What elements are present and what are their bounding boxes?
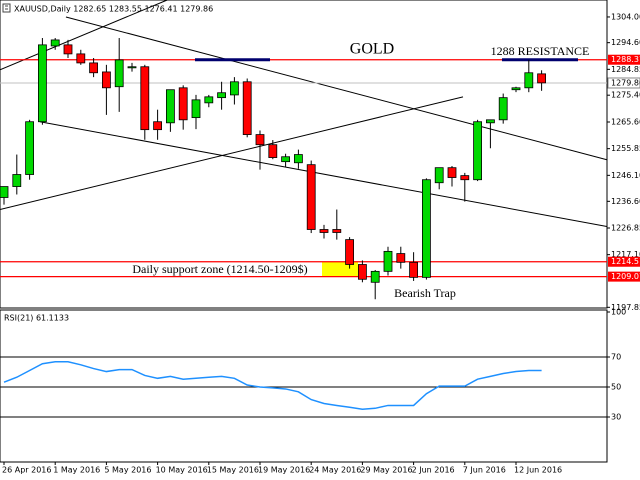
candle-body xyxy=(229,81,239,96)
y-tick-label: 1226.85 xyxy=(611,223,640,232)
main-plot xyxy=(0,0,607,300)
candle-body xyxy=(293,154,303,164)
y-tick-label: 1246.10 xyxy=(611,171,640,180)
candle-body xyxy=(332,229,342,233)
level-label: 1214.51 xyxy=(611,257,640,266)
x-tick-label: 29 May 2016 xyxy=(360,466,412,475)
candle-body xyxy=(242,81,252,135)
y-tick-label: 50 xyxy=(611,383,621,392)
level-label-box xyxy=(608,54,640,65)
candle-body xyxy=(63,44,73,55)
candle-body xyxy=(447,167,457,178)
y-tick-label: 70 xyxy=(611,353,621,362)
level-label-box xyxy=(608,271,640,282)
trendline xyxy=(65,16,607,161)
candle-body xyxy=(12,174,22,187)
x-tick-label: 2 Jun 2016 xyxy=(412,466,455,475)
candle-body xyxy=(127,66,137,69)
annotation: GOLD xyxy=(350,41,394,58)
y-tick-label: 1217.10 xyxy=(611,250,640,259)
main-pane xyxy=(0,0,608,309)
trendline xyxy=(39,121,607,227)
candle-body xyxy=(255,134,265,146)
candle-body xyxy=(76,53,86,64)
y-tick-label: 1294.60 xyxy=(611,38,640,47)
candle-body xyxy=(165,89,175,124)
candle-body xyxy=(485,119,495,124)
y-tick-label: 1236.60 xyxy=(611,197,640,206)
candle-body xyxy=(38,44,47,123)
level-label: 1209.07 xyxy=(611,272,640,281)
current-price-box xyxy=(607,77,640,89)
candle-body xyxy=(319,229,329,233)
candle-body xyxy=(396,253,406,263)
y-tick-label: 1255.85 xyxy=(611,144,640,153)
x-tick-label: 7 Jun 2016 xyxy=(463,466,506,475)
annotation: Daily support zone (1214.50-1209$) xyxy=(132,262,307,276)
y-tick-label: 1275.40 xyxy=(611,91,640,100)
candle-body xyxy=(178,87,188,121)
rsi-line xyxy=(3,361,542,410)
candle-body xyxy=(345,239,355,265)
candle-body xyxy=(281,156,291,163)
x-tick-label: 1 May 2016 xyxy=(53,466,100,475)
rsi-plot xyxy=(0,356,607,418)
candle-body xyxy=(370,270,380,283)
annotation: Bearish Trap xyxy=(394,286,456,300)
candle-body xyxy=(409,261,419,278)
candle-body xyxy=(191,99,201,119)
x-tick-label: 12 Jun 2016 xyxy=(514,466,562,475)
rsi-title: RSI(21) 61.1133 xyxy=(4,314,69,323)
candle-body xyxy=(204,96,214,104)
x-tick-label: 19 May 2016 xyxy=(258,466,310,475)
symbol-info: XAUUSD,Daily 1282.65 1283.55 1276.41 127… xyxy=(14,5,213,14)
candle-body xyxy=(102,71,111,89)
candle-body xyxy=(460,175,470,181)
candle-body xyxy=(140,66,150,131)
y-tick-label: 1284.85 xyxy=(611,65,640,74)
y-tick-label: 1304.00 xyxy=(611,12,640,21)
candle-body xyxy=(524,72,534,89)
candle-body xyxy=(306,164,316,230)
x-tick-label: 10 May 2016 xyxy=(156,466,208,475)
x-tick-label: 26 Apr 2016 xyxy=(2,466,51,475)
current-price-label: 1279.86 xyxy=(611,78,640,87)
x-tick-label: 15 May 2016 xyxy=(207,466,259,475)
candle-body xyxy=(89,62,98,74)
x-tick-label: 5 May 2016 xyxy=(104,466,151,475)
y-tick-label: 1197.85 xyxy=(611,303,640,312)
candle-body xyxy=(473,121,483,181)
level-label-box xyxy=(608,256,640,267)
candle-body xyxy=(268,144,278,158)
x-tick-label: 24 May 2016 xyxy=(309,466,361,475)
candle-body xyxy=(357,264,367,280)
symbol-icon xyxy=(2,3,11,13)
support-zone xyxy=(322,261,358,277)
y-tick-label: 100 xyxy=(611,308,626,317)
candle-body xyxy=(217,92,227,99)
candle-body xyxy=(434,167,444,184)
trendline xyxy=(0,0,169,71)
candle-body xyxy=(0,186,9,198)
candle-body xyxy=(498,97,508,121)
y-tick-label: 1265.60 xyxy=(611,117,640,126)
trendline xyxy=(0,96,464,211)
candle-body xyxy=(25,121,35,175)
y-tick-label: 30 xyxy=(611,413,621,422)
candle-body xyxy=(114,59,124,88)
candle-body xyxy=(421,179,431,278)
candle-body xyxy=(50,39,60,47)
level-label: 1288.37 xyxy=(611,55,640,64)
axes: 1304.00 1294.60 1284.85 1275.40 1265.60 1255.… xyxy=(2,12,640,475)
candle-body xyxy=(383,250,393,272)
annotation: 1288 RESISTANCE xyxy=(491,44,590,58)
candle-body xyxy=(153,121,163,131)
rsi-pane xyxy=(0,309,608,463)
candle-body xyxy=(511,87,521,91)
candle-body xyxy=(537,73,546,84)
